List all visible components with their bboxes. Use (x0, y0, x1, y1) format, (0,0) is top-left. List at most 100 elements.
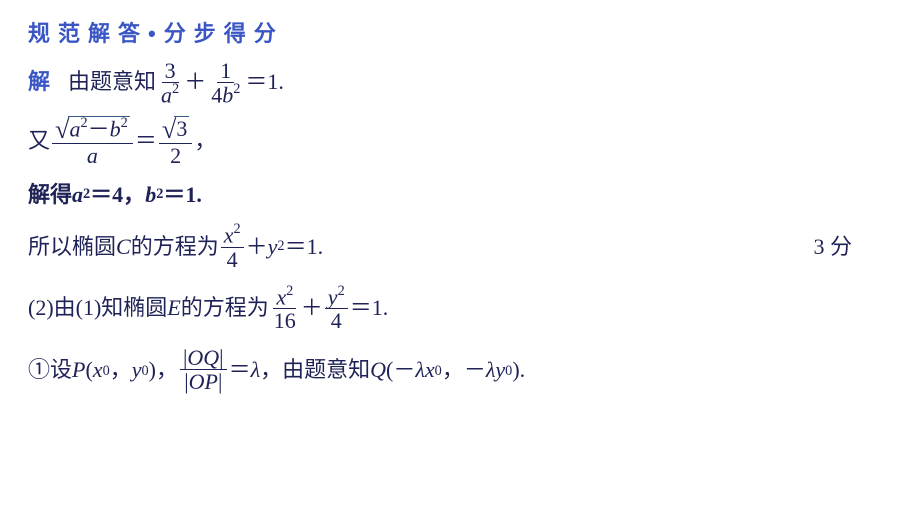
l3-a: a (72, 181, 83, 210)
l4-mid: 的方程为 (131, 233, 219, 262)
l3-pre: 解得 (28, 181, 72, 210)
sqrt-icon: √ a2－b2 (55, 116, 130, 142)
solution-line-3: 解得 a2 ＝4， b2 ＝1. (28, 181, 892, 210)
l4-xd: 4 (224, 248, 241, 271)
l1-4: 4 (211, 82, 222, 107)
l6-c2: ， (260, 356, 282, 385)
l1-pre: 由题意知 (68, 68, 156, 97)
l2-eq: ＝ (135, 127, 157, 156)
l6-OPv: OP (189, 369, 218, 394)
l1-frac1: 3 a2 (158, 59, 182, 107)
l6-a: ①设 (28, 356, 72, 385)
l3-b: b (145, 181, 156, 210)
l6-OQ: |OQ| (180, 346, 227, 370)
l6-y20: 0 (505, 362, 512, 381)
l3-asup: 2 (83, 185, 90, 204)
l5-xd: 16 (271, 309, 299, 332)
l6-y: y (132, 356, 142, 385)
l5-E: E (167, 294, 180, 323)
l2-rn: √3 (159, 116, 192, 143)
l6-c1: ， (110, 356, 132, 385)
l6-Q: Q (370, 356, 386, 385)
l1-f2-den: 4b2 (208, 83, 243, 106)
l1-frac2: 1 4b2 (208, 59, 243, 107)
l6-x: x (93, 356, 103, 385)
l5-mid: 的方程为 (181, 294, 269, 323)
section-title: 规范解答•分步得分 (28, 20, 892, 49)
score-badge: 3 分 (813, 233, 892, 262)
l1-a: a (161, 82, 172, 107)
l5-plus: ＋ (301, 294, 323, 323)
l1-eq: ＝1. (245, 68, 284, 97)
l2-num: √ a2－b2 (52, 116, 133, 143)
l2-you: 又 (28, 127, 50, 156)
sqrt-icon-2: √3 (162, 116, 189, 142)
l4-eq: ＝1. (285, 233, 324, 262)
l2-den: a (84, 144, 101, 167)
l6-y0: 0 (142, 362, 149, 381)
jie-label: 解 (28, 68, 50, 97)
l4-ys: 2 (277, 237, 284, 256)
l4-plus: ＋ (246, 233, 268, 262)
l5-x: x (276, 284, 286, 309)
l5-xs: 2 (286, 283, 293, 299)
l5-yd: 4 (328, 309, 345, 332)
l3-bsup: 2 (156, 185, 163, 204)
l5-xn: x2 (273, 285, 296, 309)
l6-c3: ， (442, 356, 464, 385)
l2-b: b (110, 116, 121, 141)
l2-rd: 2 (167, 144, 184, 167)
l4-xs: 2 (233, 221, 240, 237)
l5-ys: 2 (338, 283, 345, 299)
l6-OQv: OQ (187, 345, 219, 370)
l6-OP: |OP| (181, 370, 225, 393)
l1-b: b (222, 82, 233, 107)
l5-frac1: x2 16 (271, 285, 299, 333)
solution-line-2: 又 √ a2－b2 a ＝ √3 2 ， (28, 116, 892, 167)
l1-f1-den: a2 (158, 83, 182, 106)
l3-eq2: ＝1. (163, 181, 202, 210)
l6-lp2: (－ (386, 356, 415, 385)
l3-eq1: ＝4， (90, 181, 145, 210)
l4-C: C (116, 233, 131, 262)
l6-mid: 由题意知 (282, 356, 370, 385)
solution-line-5: (2)由(1)知椭圆 E 的方程为 x2 16 ＋ y2 4 ＝1. (28, 285, 892, 333)
l5-y: y (328, 284, 338, 309)
l2-rn-val: 3 (174, 116, 189, 142)
l2-comma: ， (194, 127, 216, 156)
l6-lam2: λ (415, 356, 425, 385)
l1-f1-num: 3 (162, 59, 179, 83)
l6-lam: λ (251, 356, 261, 385)
l2-a: a (70, 116, 81, 141)
l6-x20: 0 (435, 362, 442, 381)
l6-rp: )， (149, 356, 178, 385)
l6-lam3: λ (486, 356, 496, 385)
l1-a-sup: 2 (172, 81, 179, 97)
l1-plus: ＋ (184, 68, 206, 97)
l2-frac-right: √3 2 (159, 116, 192, 167)
l4-y: y (268, 233, 278, 262)
solution-line-6: ①设 P (x0， y0)， |OQ| |OP| ＝ λ， 由题意知 Q (－λ… (28, 346, 892, 393)
l6-eq: ＝ (229, 356, 251, 385)
l6-y2: y (495, 356, 505, 385)
l5-pre: (2)由(1)知椭圆 (28, 294, 167, 323)
l1-b-sup: 2 (233, 81, 240, 97)
l4-frac1: x2 4 (221, 223, 244, 271)
l5-yn: y2 (325, 285, 348, 309)
l2-frac-left: √ a2－b2 a (52, 116, 133, 167)
l6-frac: |OQ| |OP| (180, 346, 227, 393)
l6-neg: － (464, 356, 486, 385)
l4-pre: 所以椭圆 (28, 233, 116, 262)
l1-f2-num: 1 (217, 59, 234, 83)
solution-line-1: 解 由题意知 3 a2 ＋ 1 4b2 ＝1. (28, 59, 892, 107)
l4-xn: x2 (221, 223, 244, 247)
l6-lp: ( (85, 356, 92, 385)
l5-eq: ＝1. (350, 294, 389, 323)
l6-P: P (72, 356, 85, 385)
l6-x2: x (425, 356, 435, 385)
l2-b-sup: 2 (121, 115, 128, 131)
l5-frac2: y2 4 (325, 285, 348, 333)
solution-line-4: 所以椭圆 C 的方程为 x2 4 ＋ y2 ＝1. 3 分 (28, 223, 892, 271)
l6-x0: 0 (103, 362, 110, 381)
l2-minus: － (88, 116, 110, 141)
